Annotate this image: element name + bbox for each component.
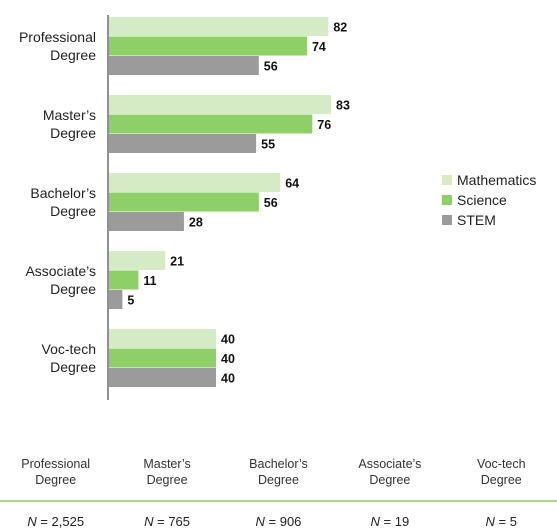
sample-size-header-line: Bachelor’s (249, 457, 308, 471)
legend-item-stem: STEM (442, 210, 536, 230)
sample-size-divider (0, 500, 557, 502)
sample-size-header-line: Degree (480, 473, 522, 487)
sample-size-header-line: Degree (146, 473, 188, 487)
data-label-stem-3: 5 (127, 293, 134, 307)
sample-size-header-line: Degree (369, 473, 411, 487)
category-label-line: Degree (50, 125, 96, 142)
category-label: Master’s Degree (0, 106, 96, 142)
legend-label: Science (457, 192, 507, 208)
bar-stem-0 (109, 56, 259, 75)
sample-size-number: = 5 (494, 514, 517, 529)
legend-item-science: Science (442, 190, 536, 210)
sample-size-headers: Professional Degree Master’s Degree Bachelor… (0, 456, 557, 496)
legend-item-mathematics: Mathematics (442, 170, 536, 190)
sample-size-header-line: Professional (21, 457, 91, 471)
sample-size-header-line: Master’s (143, 457, 191, 471)
sample-size-header-line: Degree (35, 473, 77, 487)
sample-size-header-line: Voc-tech (476, 457, 526, 471)
data-label-mathematics-0: 82 (333, 20, 347, 34)
sample-size-symbol: N (255, 514, 265, 529)
bar-chart: 82 74 56 83 76 55 64 56 28 21 11 5 40 40 40 (107, 15, 350, 400)
category-label: Associate’s Degree (0, 262, 96, 298)
legend-label: STEM (457, 212, 496, 228)
sample-size-value: N = 2,525 (0, 514, 111, 530)
data-label-stem-0: 56 (264, 59, 278, 73)
category-label-line: Voc-tech (41, 341, 96, 358)
sample-size-symbol: N (370, 514, 380, 529)
sample-size-number: = 2,525 (36, 514, 85, 529)
category-label-line: Degree (50, 281, 96, 298)
data-label-stem-4: 40 (221, 371, 235, 385)
bar-mathematics-2 (109, 173, 281, 192)
legend-swatch (442, 215, 452, 225)
sample-size-value: N = 19 (334, 514, 445, 530)
sample-size-header: Professional Degree (0, 456, 111, 496)
legend-swatch (442, 175, 452, 185)
bar-science-0 (109, 36, 307, 56)
bar-mathematics-0 (109, 17, 329, 36)
sample-size-value: N = 906 (223, 514, 334, 530)
sample-size-table: Professional Degree Master’s Degree Bachelor… (0, 456, 557, 530)
sample-size-header: Master’s Degree (111, 456, 222, 496)
legend-label: Mathematics (457, 172, 537, 188)
data-label-science-4: 40 (221, 352, 235, 366)
data-label-stem-1: 55 (261, 137, 275, 151)
sample-size-header: Bachelor’s Degree (223, 456, 334, 496)
bar-stem-3 (109, 290, 123, 309)
category-label-line: Master’s (42, 107, 96, 124)
sample-size-symbol: N (485, 514, 495, 529)
bar-stem-2 (109, 212, 184, 231)
data-label-science-0: 74 (312, 40, 326, 54)
category-label-line: Bachelor’s (30, 185, 96, 202)
sample-size-number: = 906 (264, 514, 302, 529)
data-label-stem-2: 28 (189, 215, 203, 229)
bar-science-4 (109, 348, 216, 368)
sample-size-values: N = 2,525 N = 765 N = 906 N = 19 N = 5 (0, 514, 557, 530)
data-label-science-3: 11 (143, 274, 156, 288)
bar-mathematics-1 (109, 95, 332, 114)
category-label-line: Degree (50, 359, 96, 376)
legend: Mathematics Science STEM (442, 170, 536, 230)
sample-size-header: Associate’s Degree (334, 456, 445, 496)
category-label-line: Degree (50, 47, 96, 64)
sample-size-number: = 765 (153, 514, 191, 529)
legend-swatch (442, 195, 452, 205)
bar-stem-4 (109, 368, 216, 387)
category-label-line: Professional (18, 29, 96, 46)
data-label-science-1: 76 (317, 118, 331, 132)
category-label-line: Degree (50, 203, 96, 220)
data-label-science-2: 56 (264, 196, 278, 210)
bar-science-3 (109, 270, 139, 290)
sample-size-symbol: N (27, 514, 37, 529)
sample-size-number: = 19 (379, 514, 410, 529)
data-label-mathematics-2: 64 (285, 176, 299, 190)
sample-size-header-line: Degree (257, 473, 299, 487)
category-label-line: Associate’s (25, 263, 96, 280)
sample-size-value: N = 765 (111, 514, 222, 530)
bar-stem-1 (109, 134, 257, 153)
bar-mathematics-3 (109, 251, 166, 270)
sample-size-header: Voc-tech Degree (446, 456, 557, 496)
bar-mathematics-4 (109, 329, 216, 348)
bar-science-1 (109, 114, 313, 134)
data-label-mathematics-1: 83 (336, 98, 350, 112)
data-label-mathematics-3: 21 (170, 254, 184, 268)
category-label: Professional Degree (0, 28, 96, 64)
sample-size-header-line: Associate’s (358, 457, 422, 471)
category-label: Voc-tech Degree (0, 340, 96, 376)
category-label: Bachelor’s Degree (0, 184, 96, 220)
bar-science-2 (109, 192, 259, 212)
data-label-mathematics-4: 40 (221, 332, 235, 346)
sample-size-value: N = 5 (446, 514, 557, 530)
sample-size-symbol: N (144, 514, 154, 529)
